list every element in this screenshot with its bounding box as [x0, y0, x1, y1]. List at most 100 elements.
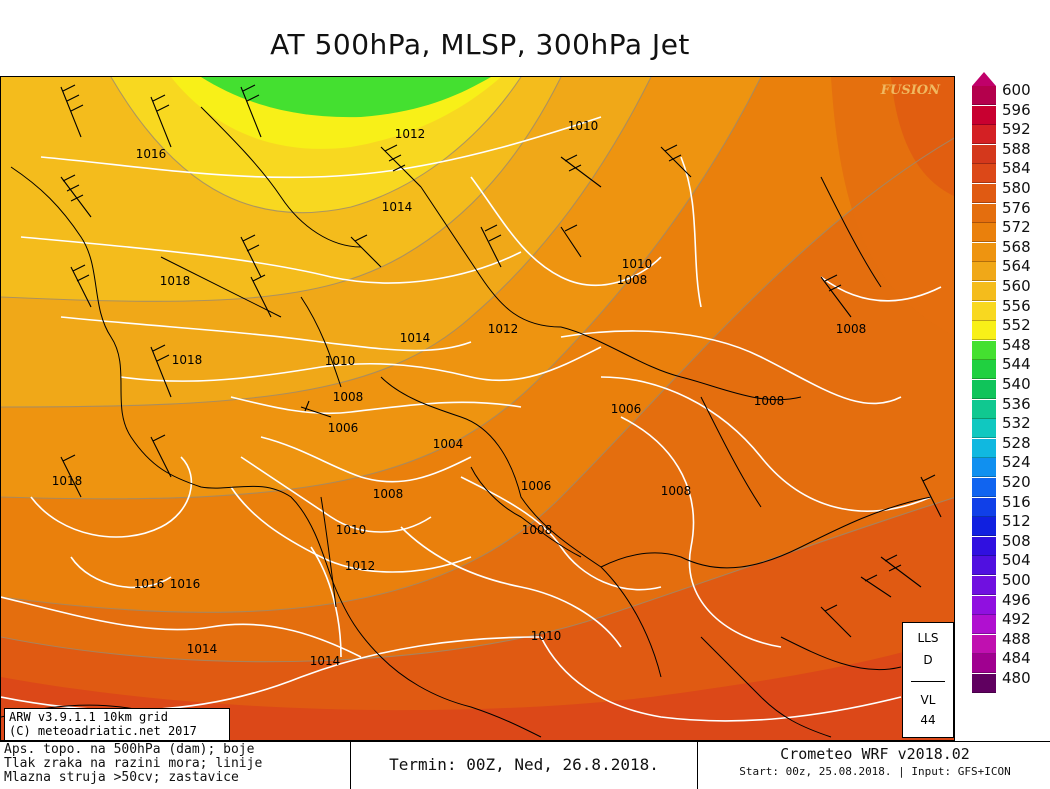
- version-line1: ARW v3.9.1.1 10km grid: [9, 710, 168, 724]
- legend-swatch-528: [972, 438, 996, 458]
- legend-swatch-580: [972, 184, 996, 203]
- legend-swatch-500: [972, 576, 996, 595]
- forecast-map: FUSION 1012 1010 1016 1014 1018 1016 1010 1008 1…: [0, 76, 955, 741]
- lls-line3: VL: [920, 693, 936, 707]
- isobar-label: 1018: [159, 274, 191, 288]
- isobar-label: 1006: [327, 421, 359, 435]
- map-title: AT 500hPa, MLSP, 300hPa Jet: [270, 28, 690, 61]
- legend-swatch-576: [972, 203, 996, 223]
- isobar-label: 1010: [335, 523, 367, 537]
- isobar-label: 1018: [171, 353, 203, 367]
- lls-line1: LLS: [917, 631, 939, 645]
- version-line2: (C) meteoadriatic.net 2017: [9, 724, 197, 738]
- isobar-label: 1012: [394, 127, 426, 141]
- isobar-label: 1010: [530, 629, 562, 643]
- legend-swatch-568: [972, 242, 996, 262]
- legend-label-540: 540: [1002, 375, 1031, 393]
- legend-label-544: 544: [1002, 355, 1031, 374]
- model-name: Crometeo WRF v2018.02: [780, 745, 970, 763]
- legend-swatch-488: [972, 634, 996, 654]
- legend-swatch-560: [972, 282, 996, 301]
- isobar-label: 1016: [133, 577, 165, 591]
- legend-label-508: 508: [1002, 531, 1031, 550]
- isobar-label: 1010: [621, 257, 653, 271]
- legend-swatch-544: [972, 360, 996, 380]
- legend-label-524: 524: [1002, 453, 1031, 472]
- legend-swatch-532: [972, 419, 996, 439]
- model-info: Crometeo WRF v2018.02 Start: 00z, 25.08.…: [700, 742, 1050, 789]
- legend-swatch-596: [972, 105, 996, 125]
- isobar-label: 1008: [332, 390, 364, 404]
- isobar-label: 1018: [51, 474, 83, 488]
- legend-label-532: 532: [1002, 414, 1031, 433]
- isobar-label: 1014: [309, 654, 341, 668]
- legend-label-552: 552: [1002, 316, 1031, 335]
- legend-label-484: 484: [1002, 649, 1031, 668]
- legend-top-arrow: [972, 72, 996, 86]
- isobar-label: 1008: [660, 484, 692, 498]
- legend-label-592: 592: [1002, 120, 1031, 139]
- legend-label-568: 568: [1002, 237, 1031, 256]
- legend-swatch-508: [972, 536, 996, 556]
- isobar-label: 1006: [610, 402, 642, 416]
- isobar-label: 1016: [135, 147, 167, 161]
- desc-line3: Mlazna struja >50cv; zastavice: [4, 770, 239, 785]
- isobar-label: 1008: [753, 394, 785, 408]
- legend-swatch-496: [972, 595, 996, 615]
- isobar-label: 1008: [521, 523, 553, 537]
- isobar-label: 1008: [616, 273, 648, 287]
- legend-swatch-564: [972, 262, 996, 282]
- footer-bar: Aps. topo. na 500hPa (dam); boje Tlak zr…: [0, 741, 1050, 789]
- isobar-label: 1014: [399, 331, 431, 345]
- legend-label-528: 528: [1002, 433, 1031, 452]
- legend-swatch-552: [972, 321, 996, 341]
- lls-box: LLS D VL 44: [902, 622, 954, 738]
- legend-label-516: 516: [1002, 492, 1031, 511]
- isobar-label: 1010: [567, 119, 599, 133]
- legend-swatch-516: [972, 497, 996, 517]
- forecast-time: Termin: 00Z, Ned, 26.8.2018.: [350, 742, 698, 789]
- legend-swatch-600: [972, 86, 996, 105]
- legend-label-584: 584: [1002, 159, 1031, 178]
- legend-label-500: 500: [1002, 571, 1031, 589]
- legend-label-580: 580: [1002, 179, 1031, 197]
- legend-swatch-524: [972, 458, 996, 478]
- legend-swatch-540: [972, 380, 996, 399]
- desc-line1: Aps. topo. na 500hPa (dam); boje: [4, 742, 255, 757]
- isobar-label: 1014: [186, 642, 218, 656]
- isobar-label: 1016: [169, 577, 201, 591]
- legend-label-556: 556: [1002, 296, 1031, 315]
- isobar-label: 1012: [487, 322, 519, 336]
- model-start: Start: 00z, 25.08.2018. | Input: GFS+ICO…: [739, 765, 1011, 778]
- legend-label-496: 496: [1002, 590, 1031, 609]
- legend-label-576: 576: [1002, 198, 1031, 217]
- legend-label-520: 520: [1002, 473, 1031, 491]
- lls-line2: D: [923, 653, 933, 667]
- legend-swatch-512: [972, 517, 996, 537]
- legend-label-536: 536: [1002, 394, 1031, 413]
- legend-swatch-536: [972, 399, 996, 419]
- legend-label-504: 504: [1002, 551, 1031, 570]
- legend-swatch-556: [972, 301, 996, 321]
- legend-swatch-592: [972, 125, 996, 145]
- desc-line2: Tlak zraka na razini mora; linije: [4, 756, 263, 771]
- isobar-label: 1006: [520, 479, 552, 493]
- legend-label-548: 548: [1002, 335, 1031, 354]
- legend-label-588: 588: [1002, 139, 1031, 158]
- legend-label-572: 572: [1002, 218, 1031, 237]
- lls-line4: 44: [920, 713, 936, 727]
- legend-label-512: 512: [1002, 512, 1031, 531]
- fusion-watermark: FUSION: [880, 83, 940, 98]
- legend-swatch-572: [972, 223, 996, 243]
- legend-label-560: 560: [1002, 277, 1031, 295]
- legend-swatch-504: [972, 556, 996, 576]
- legend-bottom-arrow: [972, 675, 996, 691]
- legend-swatch-520: [972, 478, 996, 497]
- isobar-label: 1008: [835, 322, 867, 336]
- footer-description: Aps. topo. na 500hPa (dam); boje Tlak zr…: [4, 743, 348, 785]
- legend-swatch-484: [972, 654, 996, 674]
- isobar-label: 1010: [324, 354, 356, 368]
- geopotential-field: [1, 77, 954, 740]
- legend-label-564: 564: [1002, 257, 1031, 276]
- legend-label-492: 492: [1002, 610, 1031, 629]
